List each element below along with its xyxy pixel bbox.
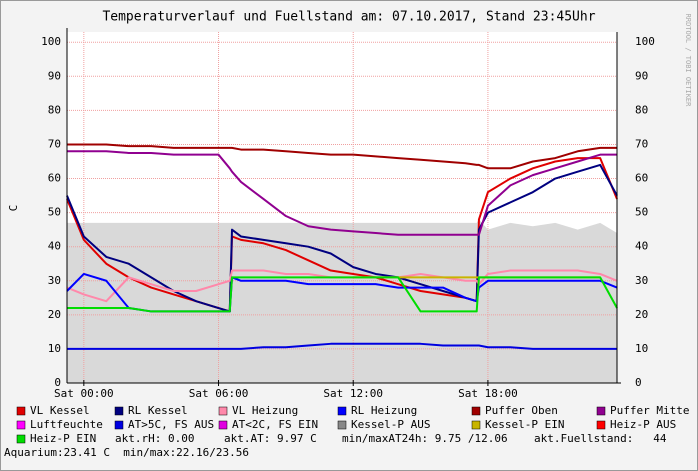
y2-tick-label: 70 (635, 137, 648, 150)
legend-swatch (16, 434, 26, 444)
y2-tick-label: 0 (635, 376, 642, 389)
legend-label: Kessel-P EIN (485, 418, 564, 431)
series-line (67, 342, 617, 350)
legend-label: Puffer Mitte (610, 404, 689, 417)
y2-tick-label: 90 (635, 69, 648, 82)
y2-tick-label: 50 (635, 206, 648, 219)
legend-swatch (596, 420, 606, 430)
series-line (67, 143, 617, 170)
series-line (67, 276, 618, 313)
y-tick-label: 80 (48, 103, 61, 116)
legend-label: AT<2C, FS EIN (232, 418, 318, 431)
chart-title: Temperaturverlauf und Fuellstand am: 07.… (102, 10, 595, 25)
legend-label: Luftfeuchte (30, 418, 103, 431)
legend-label: Heiz-P AUS (610, 418, 676, 431)
status-note: akt.AT: 9.97 C (224, 432, 317, 445)
watermark: RRDTOOL / TOBI OETIKER (684, 14, 692, 108)
legend-label: Heiz-P EIN (30, 432, 96, 445)
y-tick-label: 100 (41, 35, 61, 48)
status-note: Aquarium:23.41 C min/max:22.16/23.56 (4, 446, 249, 459)
legend-swatch (471, 420, 481, 430)
legend-swatch (471, 406, 481, 416)
y2-tick-label: 20 (635, 308, 648, 321)
legend-label: AT>5C, FS AUS (128, 418, 214, 431)
y2-tick-label: 80 (635, 103, 648, 116)
legend-swatch (16, 420, 26, 430)
status-note: akt.Fuellstand: 44 (534, 432, 667, 445)
legend-swatch (337, 420, 347, 430)
y-tick-label: 90 (48, 69, 61, 82)
series-line (66, 157, 618, 313)
x-tick-label: Sat 12:00 (323, 387, 383, 400)
legend-label: Puffer Oben (485, 404, 558, 417)
legend-swatch (596, 406, 606, 416)
legend-swatch (114, 406, 124, 416)
status-note: min/maxAT24h: 9.75 /12.06 (342, 432, 508, 445)
legend-swatch (218, 420, 228, 430)
legend-label: VL Heizung (232, 404, 298, 417)
legend-swatch (16, 406, 26, 416)
legend-label: Kessel-P AUS (351, 418, 430, 431)
legend-label: RL Heizung (351, 404, 417, 417)
series-line (67, 150, 617, 236)
legend-swatch (218, 406, 228, 416)
area (67, 219, 617, 383)
y-tick-label: 30 (48, 274, 61, 287)
y-tick-label: 60 (48, 172, 61, 185)
legend-label: RL Kessel (128, 404, 188, 417)
y2-tick-label: 100 (635, 35, 655, 48)
y-tick-label: 40 (48, 240, 61, 253)
series-line (66, 163, 618, 313)
y2-tick-label: 60 (635, 172, 648, 185)
legend-swatch (337, 406, 347, 416)
x-tick-label: Sat 18:00 (458, 387, 518, 400)
x-tick-label: Sat 06:00 (189, 387, 249, 400)
status-note: akt.rH: 0.00 (115, 432, 194, 445)
legend-label: VL Kessel (30, 404, 90, 417)
y2-tick-label: 10 (635, 342, 648, 355)
y-tick-label: 70 (48, 137, 61, 150)
y-axis-label: C (7, 205, 20, 212)
y-tick-label: 10 (48, 342, 61, 355)
y-tick-label: 0 (54, 376, 61, 389)
y2-tick-label: 30 (635, 274, 648, 287)
legend-swatch (114, 420, 124, 430)
y-tick-label: 20 (48, 308, 61, 321)
y2-tick-label: 40 (635, 240, 648, 253)
x-tick-label: Sat 00:00 (54, 387, 114, 400)
y-tick-label: 50 (48, 206, 61, 219)
